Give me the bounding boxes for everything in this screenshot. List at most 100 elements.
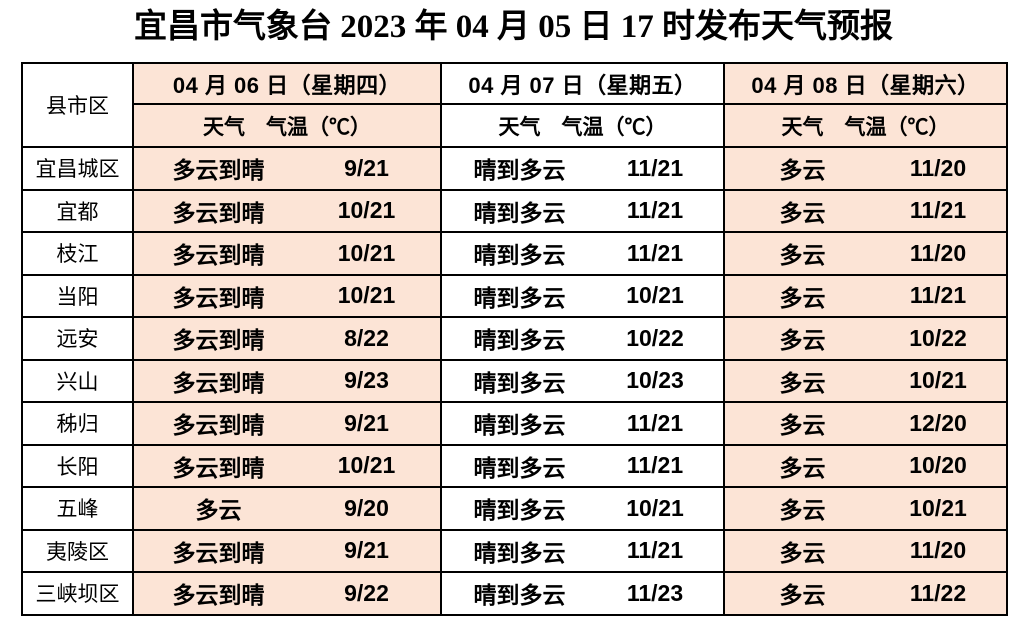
temp-cell-thursday: 10/21: [303, 443, 442, 488]
region-column-header: 县市区: [21, 62, 134, 148]
weather-cell-friday: 晴到多云: [440, 188, 597, 233]
table-row: 当阳 多云到晴 10/21 晴到多云 10/21 多云 11/21: [21, 273, 1008, 318]
weather-cell-saturday: 多云: [723, 231, 880, 276]
temp-cell-saturday: 11/21: [880, 188, 1008, 233]
temp-cell-friday: 11/21: [597, 528, 725, 573]
temp-cell-saturday: 10/22: [880, 316, 1008, 361]
weather-cell-friday: 晴到多云: [440, 486, 597, 531]
region-name: 宜昌城区: [21, 146, 134, 191]
temp-cell-saturday: 12/20: [880, 401, 1008, 446]
weather-temp-header-saturday: 天气 气温（℃）: [723, 103, 1008, 148]
table-header: 县市区 04 月 06 日（星期四） 04 月 07 日（星期五） 04 月 0…: [21, 62, 1008, 148]
region-name: 五峰: [21, 486, 134, 531]
temp-cell-friday: 10/23: [597, 358, 725, 403]
temp-cell-saturday: 10/21: [880, 486, 1008, 531]
table-row: 秭归 多云到晴 9/21 晴到多云 11/21 多云 12/20: [21, 401, 1008, 446]
date-header-friday: 04 月 07 日（星期五）: [440, 62, 725, 105]
weather-cell-friday: 晴到多云: [440, 146, 597, 191]
weather-cell-thursday: 多云到晴: [132, 528, 303, 573]
region-name: 宜都: [21, 188, 134, 233]
temp-cell-friday: 11/21: [597, 443, 725, 488]
temp-cell-thursday: 8/22: [303, 316, 442, 361]
temp-cell-thursday: 9/21: [303, 528, 442, 573]
weather-cell-saturday: 多云: [723, 188, 880, 233]
temp-cell-saturday: 11/20: [880, 146, 1008, 191]
temp-cell-thursday: 9/20: [303, 486, 442, 531]
weather-cell-friday: 晴到多云: [440, 358, 597, 403]
weather-cell-friday: 晴到多云: [440, 571, 597, 616]
table-row: 宜都 多云到晴 10/21 晴到多云 11/21 多云 11/21: [21, 188, 1008, 233]
weather-cell-friday: 晴到多云: [440, 528, 597, 573]
temp-cell-saturday: 11/20: [880, 528, 1008, 573]
region-name: 夷陵区: [21, 528, 134, 573]
weather-cell-friday: 晴到多云: [440, 273, 597, 318]
temp-cell-thursday: 10/21: [303, 231, 442, 276]
weather-cell-saturday: 多云: [723, 571, 880, 616]
weather-cell-friday: 晴到多云: [440, 443, 597, 488]
temp-cell-thursday: 9/21: [303, 401, 442, 446]
temp-cell-friday: 10/22: [597, 316, 725, 361]
weather-cell-saturday: 多云: [723, 358, 880, 403]
weather-cell-thursday: 多云到晴: [132, 146, 303, 191]
table-row: 五峰 多云 9/20 晴到多云 10/21 多云 10/21: [21, 486, 1008, 531]
temp-cell-thursday: 10/21: [303, 188, 442, 233]
date-header-saturday: 04 月 08 日（星期六）: [723, 62, 1008, 105]
temp-cell-thursday: 10/21: [303, 273, 442, 318]
weather-cell-saturday: 多云: [723, 146, 880, 191]
region-name: 当阳: [21, 273, 134, 318]
weather-cell-saturday: 多云: [723, 273, 880, 318]
table-row: 宜昌城区 多云到晴 9/21 晴到多云 11/21 多云 11/20: [21, 146, 1008, 191]
table-body: 宜昌城区 多云到晴 9/21 晴到多云 11/21 多云 11/20 宜都 多云…: [21, 146, 1008, 616]
weather-cell-friday: 晴到多云: [440, 401, 597, 446]
temp-cell-friday: 10/21: [597, 486, 725, 531]
weather-cell-friday: 晴到多云: [440, 316, 597, 361]
weather-cell-thursday: 多云到晴: [132, 188, 303, 233]
forecast-table: 县市区 04 月 06 日（星期四） 04 月 07 日（星期五） 04 月 0…: [21, 62, 1008, 616]
weather-cell-thursday: 多云到晴: [132, 316, 303, 361]
temp-cell-friday: 10/21: [597, 273, 725, 318]
table-row: 夷陵区 多云到晴 9/21 晴到多云 11/21 多云 11/20: [21, 528, 1008, 573]
temp-cell-friday: 11/21: [597, 401, 725, 446]
temp-cell-thursday: 9/23: [303, 358, 442, 403]
region-name: 长阳: [21, 443, 134, 488]
temp-cell-saturday: 10/21: [880, 358, 1008, 403]
weather-cell-thursday: 多云到晴: [132, 231, 303, 276]
weather-temp-header-friday: 天气 气温（℃）: [440, 103, 725, 148]
table-row: 兴山 多云到晴 9/23 晴到多云 10/23 多云 10/21: [21, 358, 1008, 403]
weather-temp-header-thursday: 天气 气温（℃）: [132, 103, 442, 148]
table-row: 三峡坝区 多云到晴 9/22 晴到多云 11/23 多云 11/22: [21, 571, 1008, 616]
weather-cell-thursday: 多云到晴: [132, 273, 303, 318]
weather-cell-saturday: 多云: [723, 486, 880, 531]
temp-cell-saturday: 11/21: [880, 273, 1008, 318]
temp-cell-friday: 11/21: [597, 146, 725, 191]
table-row: 长阳 多云到晴 10/21 晴到多云 11/21 多云 10/20: [21, 443, 1008, 488]
temp-cell-thursday: 9/21: [303, 146, 442, 191]
weather-cell-saturday: 多云: [723, 316, 880, 361]
weather-cell-saturday: 多云: [723, 443, 880, 488]
region-name: 兴山: [21, 358, 134, 403]
weather-cell-thursday: 多云到晴: [132, 401, 303, 446]
weather-cell-thursday: 多云到晴: [132, 358, 303, 403]
region-name: 远安: [21, 316, 134, 361]
date-header-row: 县市区 04 月 06 日（星期四） 04 月 07 日（星期五） 04 月 0…: [21, 62, 1008, 148]
weather-temp-subheader-row: 天气 气温（℃） 天气 气温（℃） 天气 气温（℃）: [22, 103, 1008, 148]
temp-cell-friday: 11/21: [597, 188, 725, 233]
region-name: 枝江: [21, 231, 134, 276]
table-row: 远安 多云到晴 8/22 晴到多云 10/22 多云 10/22: [21, 316, 1008, 361]
temp-cell-friday: 11/21: [597, 231, 725, 276]
temp-cell-saturday: 10/20: [880, 443, 1008, 488]
date-header-thursday: 04 月 06 日（星期四）: [132, 62, 442, 105]
weather-cell-thursday: 多云到晴: [132, 571, 303, 616]
weather-cell-friday: 晴到多云: [440, 231, 597, 276]
table-row: 枝江 多云到晴 10/21 晴到多云 11/21 多云 11/20: [21, 231, 1008, 276]
page-title: 宜昌市气象台 2023 年 04 月 05 日 17 时发布天气预报: [134, 9, 893, 45]
weather-cell-thursday: 多云到晴: [132, 443, 303, 488]
weather-cell-thursday: 多云: [132, 486, 303, 531]
weather-cell-saturday: 多云: [723, 528, 880, 573]
region-name: 三峡坝区: [21, 571, 134, 616]
temp-cell-thursday: 9/22: [303, 571, 442, 616]
region-name: 秭归: [21, 401, 134, 446]
temp-cell-saturday: 11/20: [880, 231, 1008, 276]
weather-cell-saturday: 多云: [723, 401, 880, 446]
